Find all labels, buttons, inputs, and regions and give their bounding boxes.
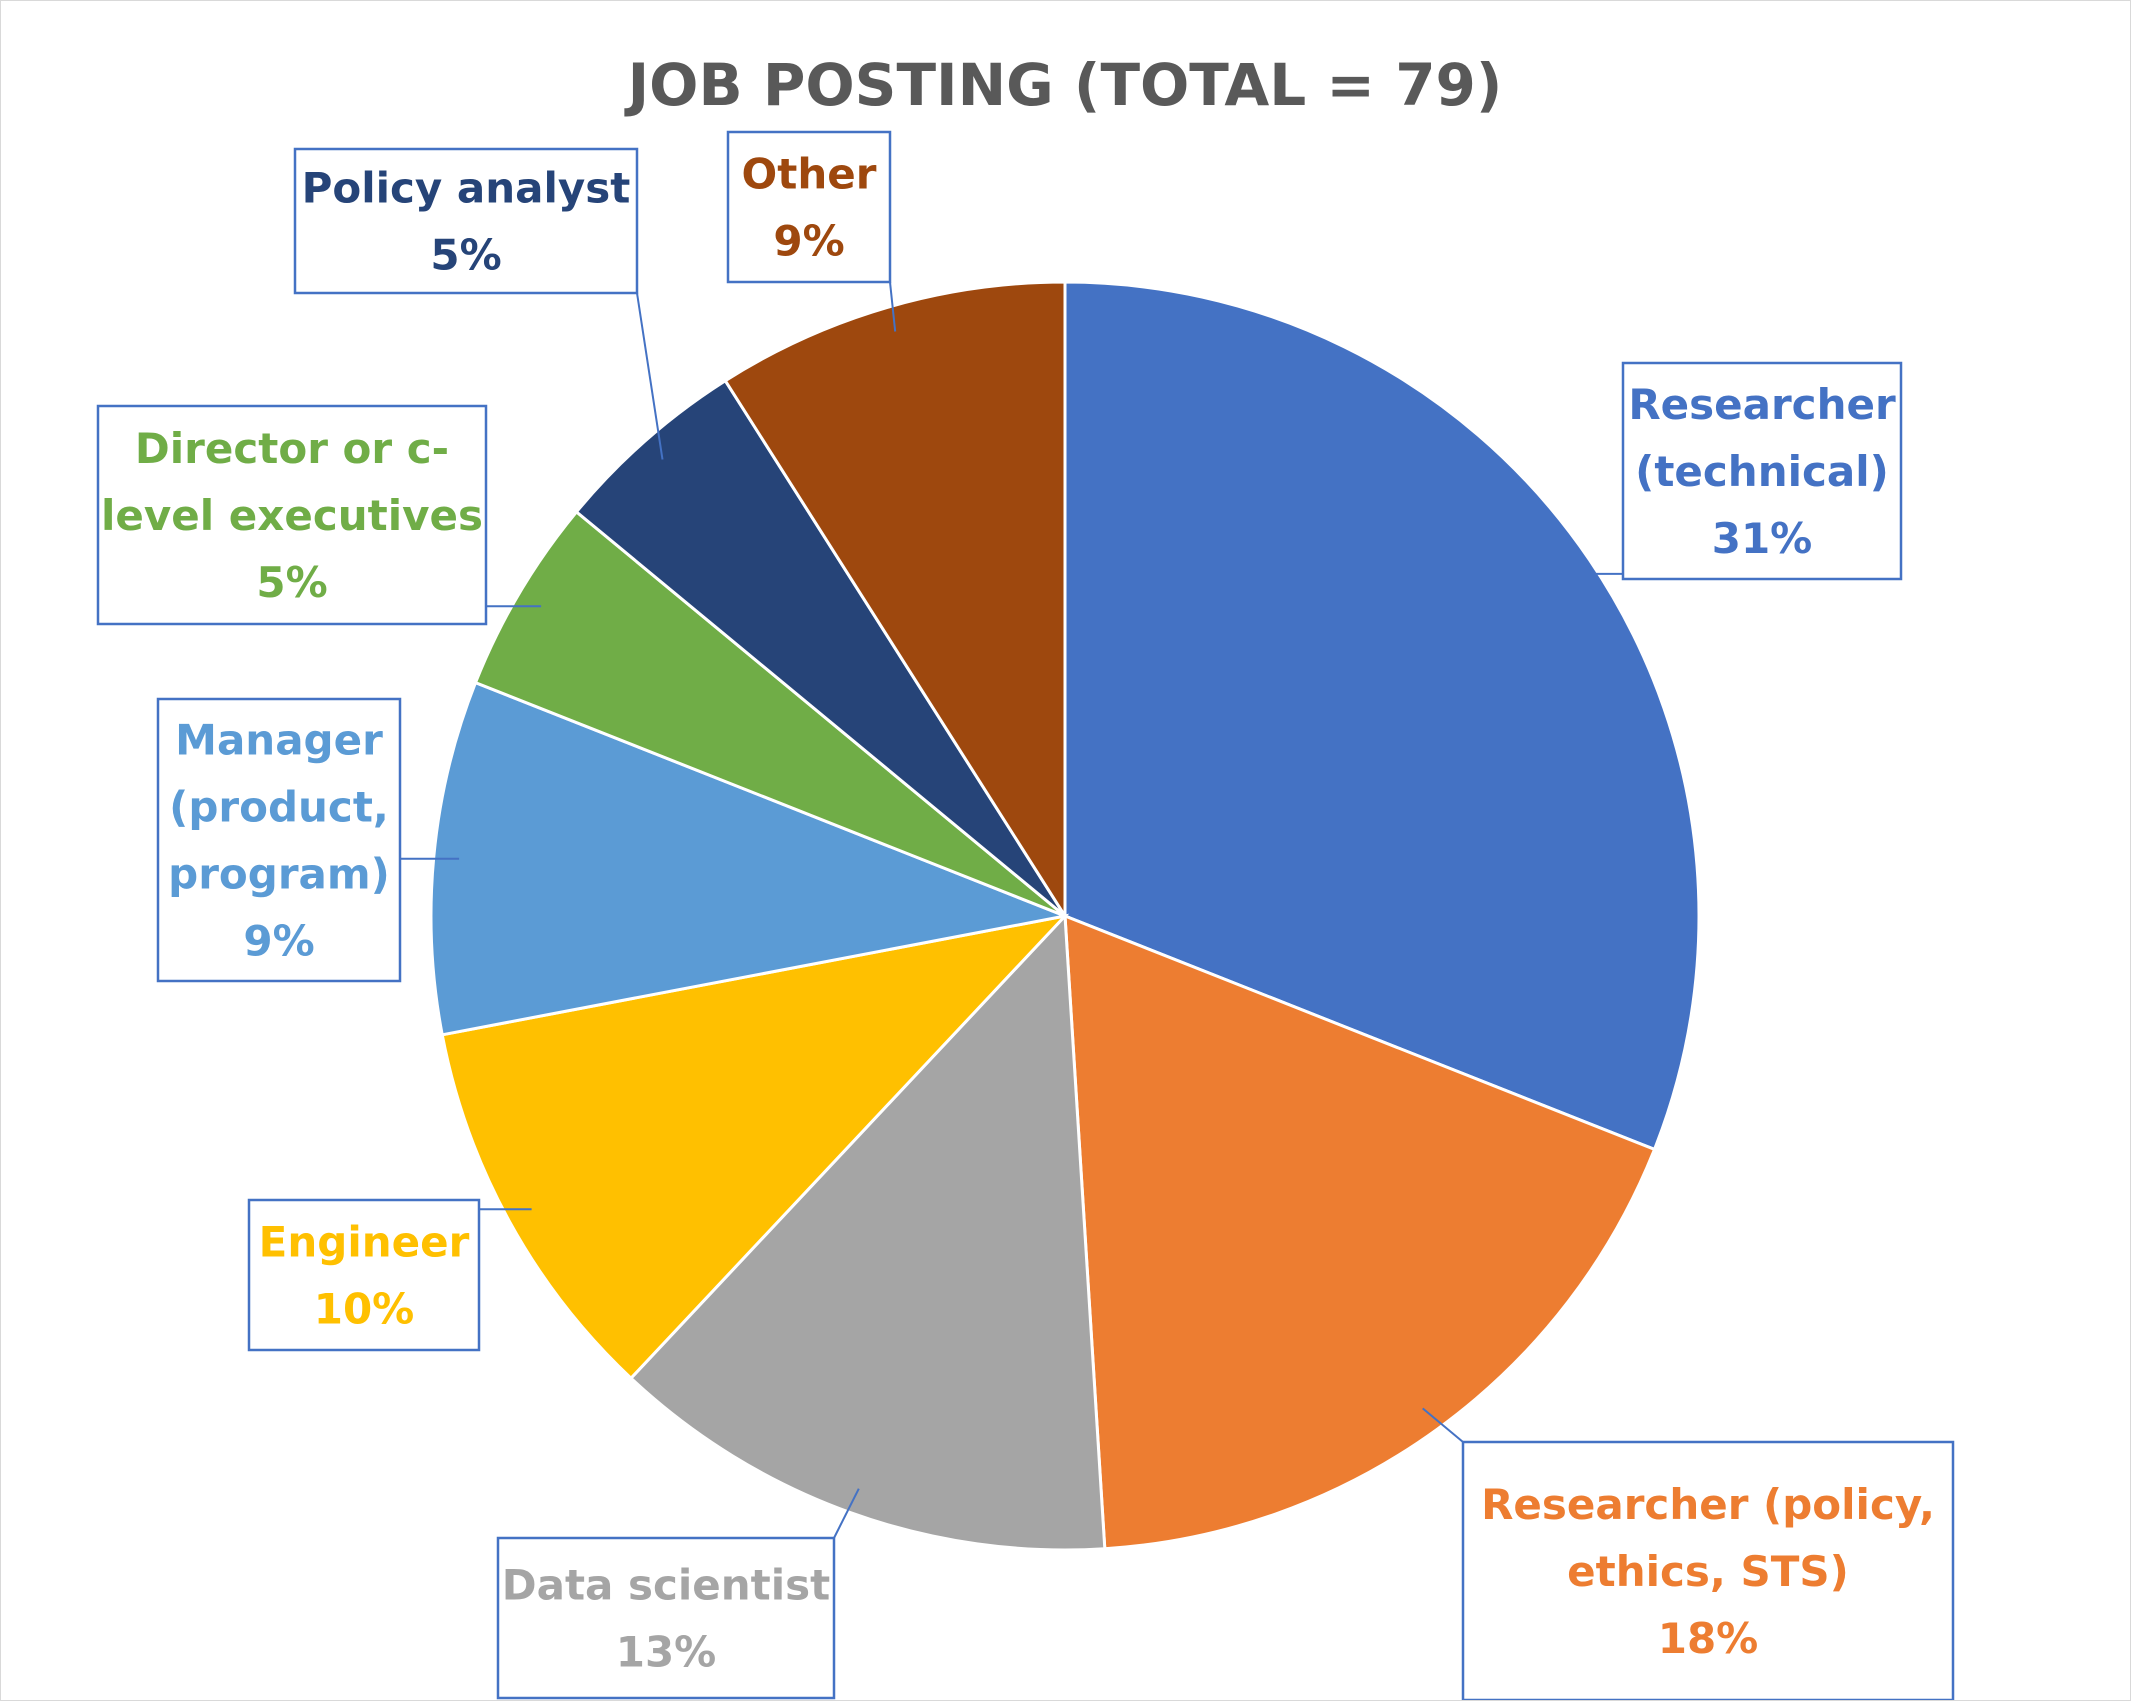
pie-slice	[473, 509, 1066, 918]
pie-slice	[723, 280, 1067, 922]
pie-slices	[429, 280, 1701, 1552]
slice-callouts: Researcher (technical) 31% Researcher (poli…	[96, 130, 1955, 1702]
slice-data-label: Director or c-level executives 5%	[101, 424, 483, 607]
callout-leader-line	[636, 292, 664, 460]
slice-data-label: Manager (product, program) 9%	[168, 716, 390, 966]
slice-percent-label: 31%	[1712, 514, 1813, 563]
slice-category-label: Data scientist	[502, 1561, 830, 1610]
callout-box	[247, 1198, 481, 1352]
callout-box	[1621, 361, 1903, 581]
pie-slice	[1063, 913, 1657, 1551]
callout-leader-line	[1422, 1407, 1464, 1443]
slice-category-label: Researcher (policy,	[1481, 1480, 1935, 1529]
pie-slice	[628, 912, 1107, 1552]
slice-data-label: Policy analyst 5%	[302, 164, 631, 280]
callout-box	[1461, 1440, 1955, 1702]
callout-leader-line	[889, 281, 897, 332]
slice-category-label: program)	[168, 850, 390, 899]
slice-percent-label: 5%	[430, 231, 501, 280]
callout-leader-line	[833, 1488, 860, 1539]
slice-percent-label: 9%	[243, 917, 314, 966]
slice-data-label: Data scientist 13%	[502, 1561, 830, 1677]
slice-category-label: ethics, STS)	[1567, 1547, 1849, 1596]
callout-box	[156, 697, 402, 983]
slice-category-label: Policy analyst	[302, 164, 631, 213]
callout-box	[726, 130, 892, 284]
slice-category-label: Manager	[175, 716, 383, 765]
slice-category-label: (technical)	[1635, 447, 1889, 496]
slice-category-label: Engineer	[259, 1218, 470, 1267]
callout-box	[293, 147, 639, 295]
slice-data-label: Other 9%	[742, 150, 877, 266]
slice-percent-label: 9%	[773, 217, 844, 266]
pie-slice	[1063, 280, 1701, 1152]
slice-percent-label: 18%	[1658, 1614, 1759, 1663]
slice-data-label: Researcher (policy, ethics, STS) 18%	[1481, 1480, 1935, 1663]
slice-category-label: Researcher	[1628, 380, 1896, 429]
chart-title: JOB POSTING (TOTAL = 79)	[624, 51, 1503, 119]
slice-percent-label: 13%	[616, 1628, 717, 1677]
pie-slice	[574, 378, 1067, 918]
callout-box	[96, 404, 488, 626]
pie-slice	[440, 913, 1070, 1381]
slice-data-label: Engineer 10%	[259, 1218, 470, 1334]
slice-percent-label: 10%	[314, 1285, 415, 1334]
slice-category-label: (product,	[169, 783, 389, 832]
pie-slice	[429, 680, 1071, 1037]
slice-category-label: Director or c-	[135, 424, 449, 473]
slice-percent-label: 5%	[256, 558, 327, 607]
slice-data-label: Researcher (technical) 31%	[1628, 380, 1896, 563]
callout-box	[496, 1536, 836, 1700]
slice-category-label: level executives	[101, 491, 483, 540]
slice-category-label: Other	[742, 150, 877, 199]
